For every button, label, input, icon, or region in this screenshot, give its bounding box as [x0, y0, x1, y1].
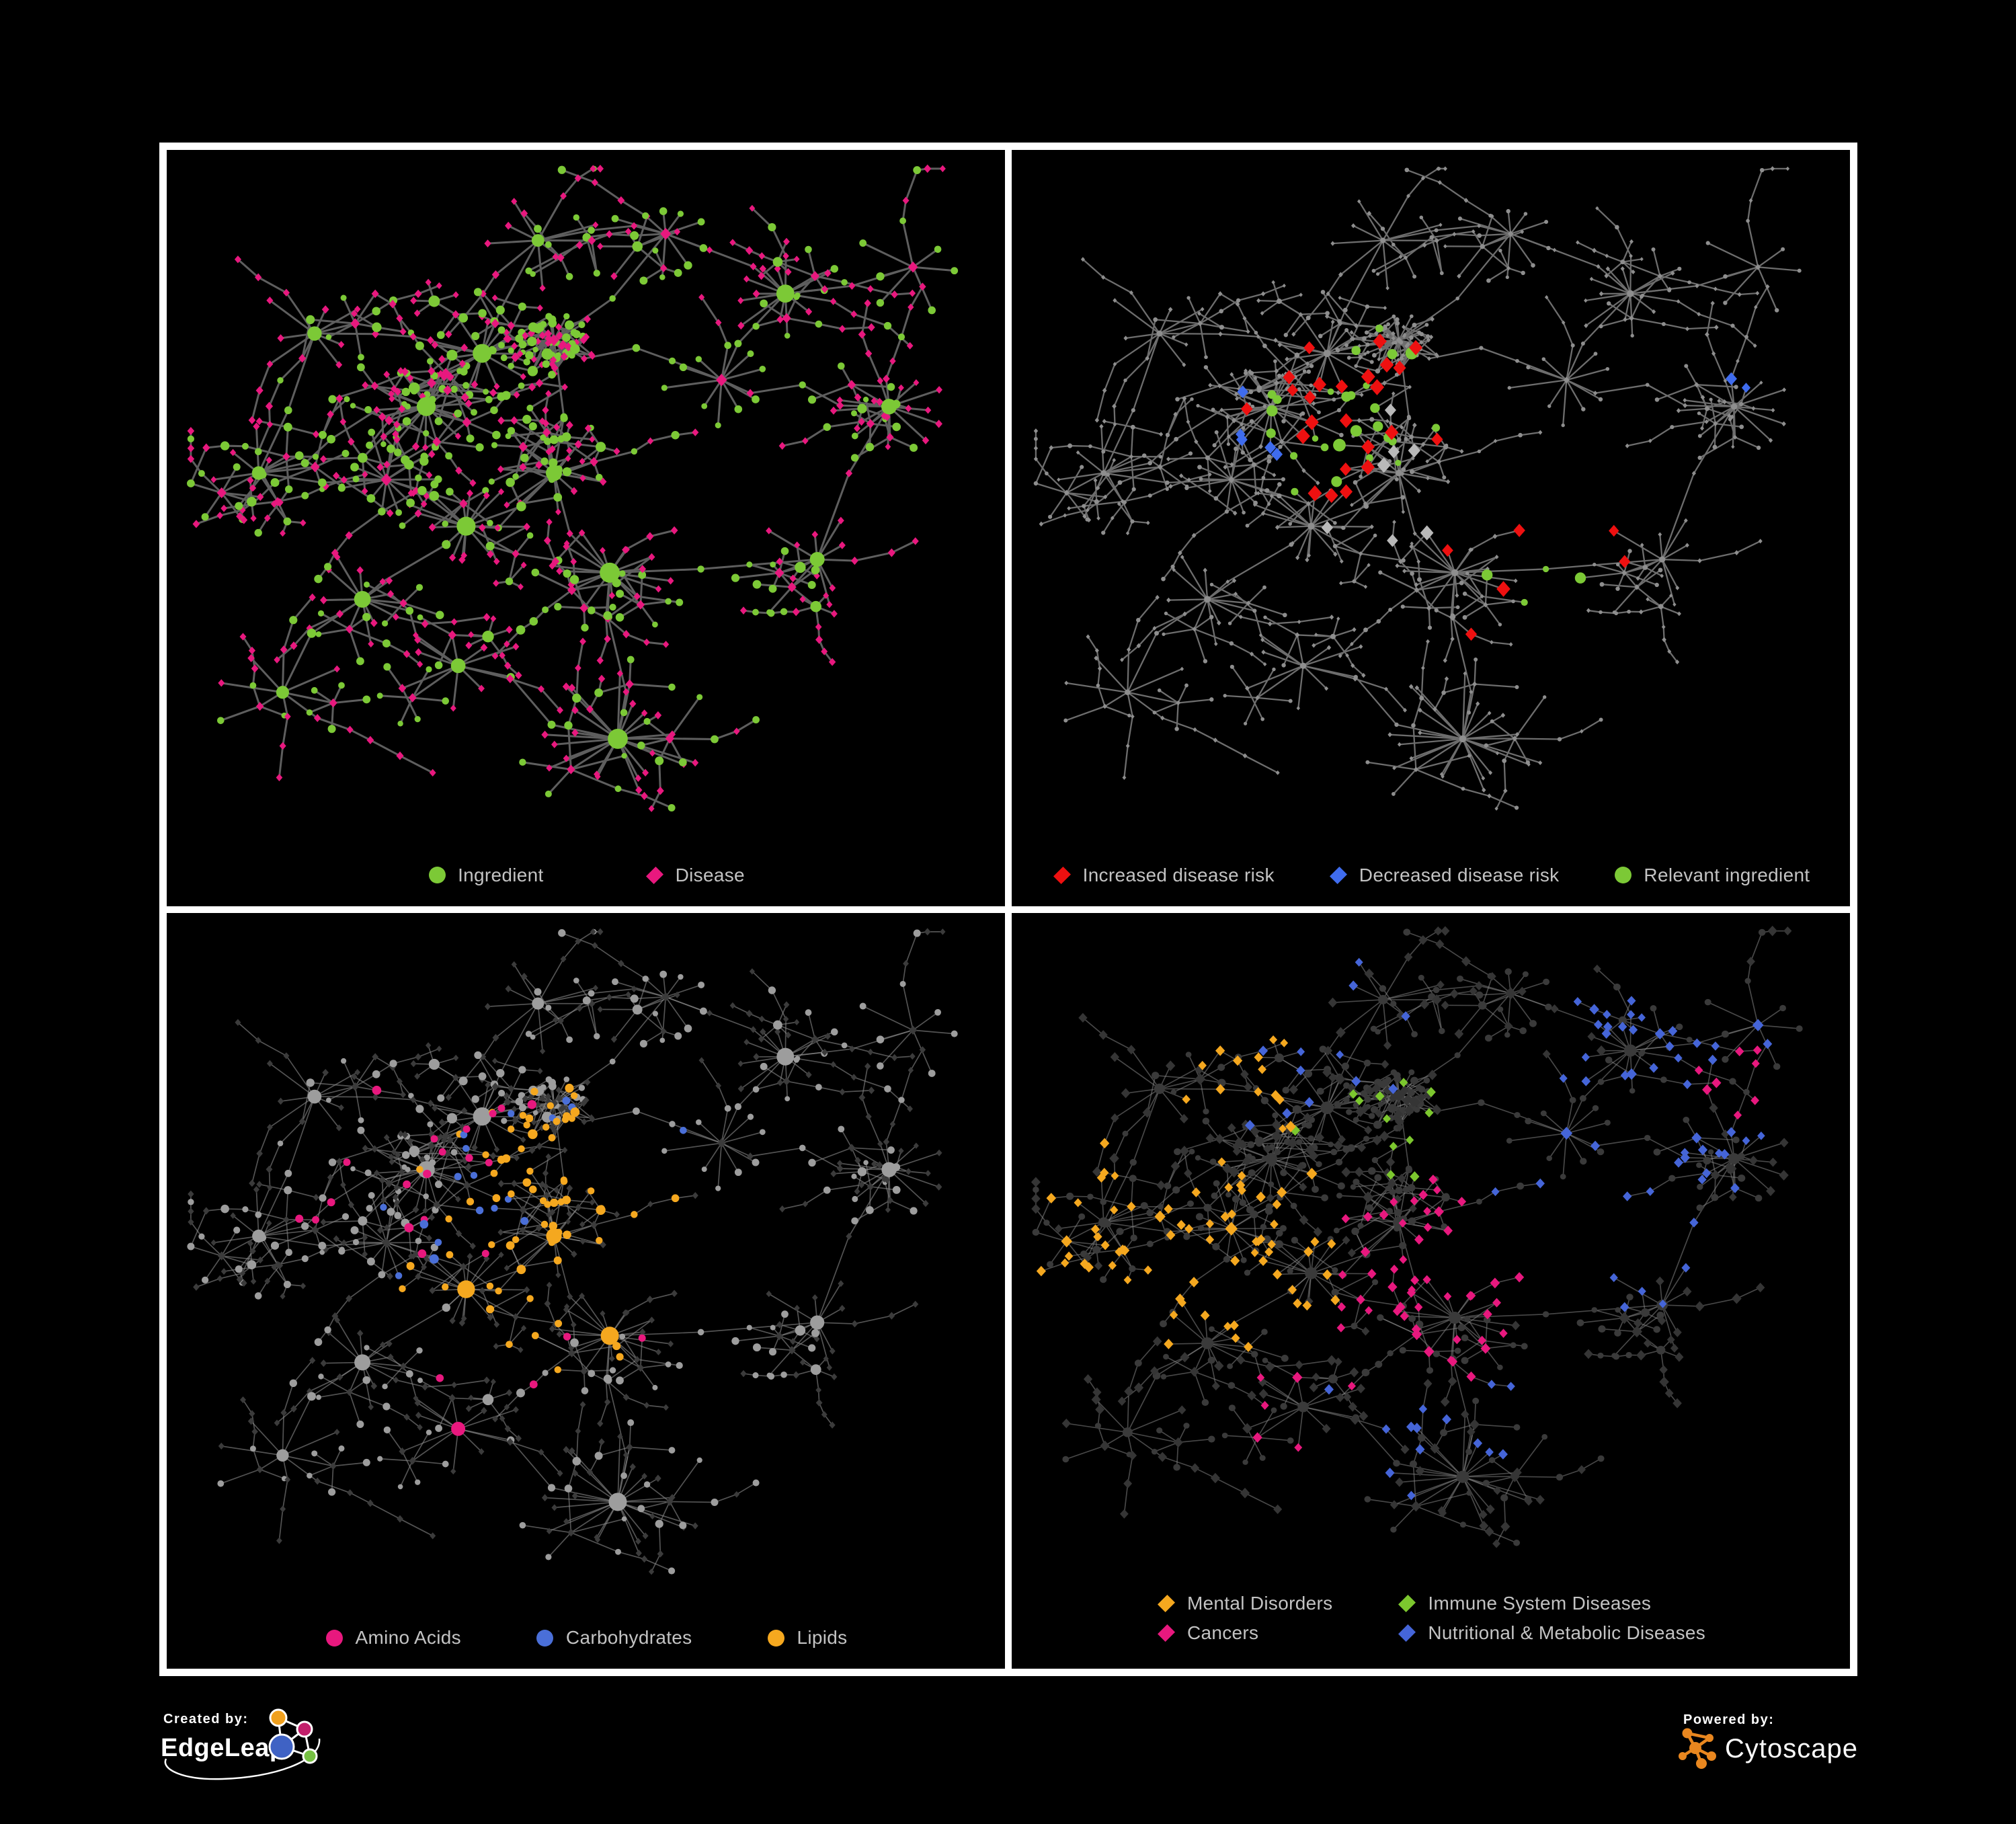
legend-label: Lipids — [797, 1627, 847, 1649]
panel-disease-categories: Mental Disorders Immune System Diseases Ca… — [1012, 913, 1850, 1669]
edgeleap-logo: Created by: EdgeLeap — [158, 1700, 387, 1821]
cytoscape-logo: Powered by: Cytoscape — [1677, 1709, 1966, 1790]
edgeleap-node-orange — [270, 1710, 286, 1726]
legend-disease-categories: Mental Disorders Immune System Diseases Ca… — [1012, 1577, 1850, 1669]
circle-marker-icon — [535, 1628, 555, 1648]
circle-marker-icon — [766, 1628, 786, 1648]
legend-label: Nutritional & Metabolic Diseases — [1428, 1622, 1705, 1644]
legend-item-decreased-disease-risk: Decreased disease risk — [1328, 865, 1560, 886]
legend-label: Mental Disorders — [1187, 1593, 1332, 1614]
edgeleap-wordmark: EdgeLeap — [161, 1734, 286, 1762]
edgeleap-node-blue — [270, 1735, 294, 1759]
legend-label: Amino Acids — [356, 1627, 461, 1649]
powered-by-label: Powered by: — [1683, 1712, 1774, 1727]
network-graph-ingredient-disease — [167, 150, 1005, 844]
legend-disease-risk: Increased disease risk Decreased disease … — [1012, 844, 1850, 906]
legend-item-disease: Disease — [645, 865, 745, 886]
panel-disease-risk: Increased disease risk Decreased disease … — [1012, 150, 1850, 906]
legend-item-ingredient: Ingredient — [427, 865, 544, 886]
diamond-marker-icon — [1052, 865, 1072, 885]
diamond-marker-icon — [1397, 1623, 1417, 1643]
network-graph-nutrient-categories — [167, 913, 1005, 1608]
diamond-marker-icon — [1397, 1593, 1417, 1614]
legend-label: Increased disease risk — [1083, 865, 1275, 886]
edgeleap-node-green — [303, 1749, 317, 1763]
circle-marker-icon — [1613, 865, 1633, 885]
panel-nutrient-categories: Amino Acids Carbohydrates Lipids — [167, 913, 1005, 1669]
legend-item-relevant-ingredient: Relevant ingredient — [1613, 865, 1810, 886]
legend-ingredient-disease: Ingredient Disease — [167, 844, 1005, 906]
diamond-marker-icon — [1156, 1623, 1176, 1643]
created-by-label: Created by: — [163, 1712, 249, 1727]
edgeleap-node-pink — [297, 1722, 312, 1737]
cytoscape-network-icon — [1679, 1729, 1716, 1770]
diamond-marker-icon — [1156, 1593, 1176, 1614]
network-graph-disease-risk — [1012, 150, 1850, 844]
legend-item-amino-acids: Amino Acids — [325, 1627, 461, 1649]
panels-grid: Ingredient Disease Increased disease risk… — [159, 143, 1857, 1676]
legend-item-lipids: Lipids — [766, 1627, 847, 1649]
legend-label: Disease — [676, 865, 745, 886]
legend-item-nutritional-metabolic-diseases: Nutritional & Metabolic Diseases — [1397, 1622, 1705, 1644]
legend-label: Immune System Diseases — [1428, 1593, 1651, 1614]
diamond-marker-icon — [1328, 865, 1348, 885]
legend-label: Carbohydrates — [566, 1627, 692, 1649]
panel-ingredient-disease: Ingredient Disease — [167, 150, 1005, 906]
legend-item-immune-system-diseases: Immune System Diseases — [1397, 1593, 1705, 1614]
legend-nutrient-categories: Amino Acids Carbohydrates Lipids — [167, 1607, 1005, 1669]
legend-item-increased-disease-risk: Increased disease risk — [1052, 865, 1275, 886]
diamond-marker-icon — [645, 865, 665, 885]
legend-label: Cancers — [1187, 1622, 1258, 1644]
edgeleap-credit: Created by: EdgeLeap — [158, 1700, 387, 1824]
circle-marker-icon — [325, 1628, 345, 1648]
edgeleap-network-icon — [270, 1710, 317, 1763]
legend-label: Relevant ingredient — [1644, 865, 1810, 886]
legend-label: Decreased disease risk — [1359, 865, 1560, 886]
cytoscape-credit: Powered by: Cytoscape — [1677, 1709, 1966, 1793]
circle-marker-icon — [427, 865, 447, 885]
legend-item-carbohydrates: Carbohydrates — [535, 1627, 692, 1649]
cytoscape-wordmark: Cytoscape — [1725, 1734, 1858, 1763]
legend-label: Ingredient — [458, 865, 544, 886]
legend-item-mental-disorders: Mental Disorders — [1156, 1593, 1332, 1614]
legend-item-cancers: Cancers — [1156, 1622, 1332, 1644]
network-graph-disease-categories — [1012, 913, 1850, 1578]
